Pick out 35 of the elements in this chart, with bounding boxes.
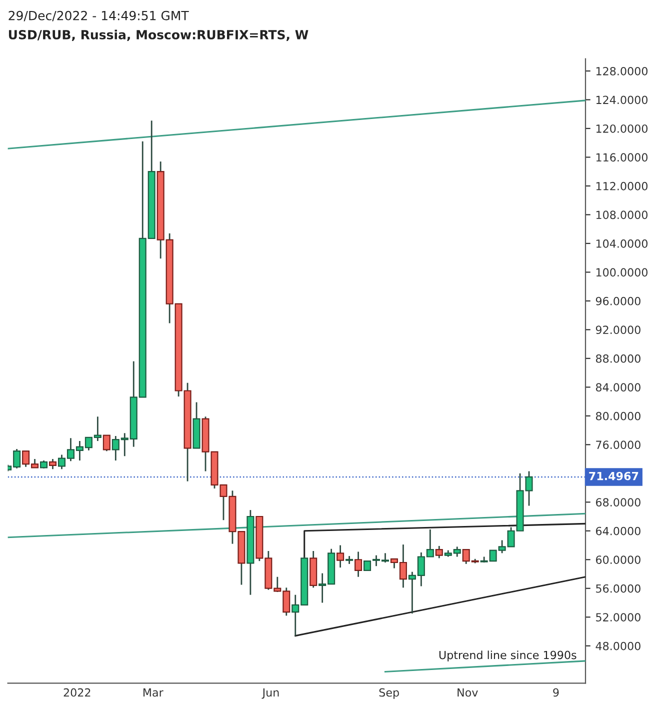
x-tick-label: Nov (458, 688, 478, 697)
candlestick (48, 458, 57, 470)
y-tick-label: 56.0000 (596, 584, 640, 593)
y-tick-label: 76.0000 (596, 440, 640, 450)
x-tick-label: Mar (143, 688, 164, 697)
y-tick-label: 48.0000 (596, 642, 640, 650)
y-tick-label: 104.0000 (596, 239, 648, 248)
annotation: Uptrend line since 1990s (439, 650, 576, 662)
y-tick-label: 92.0000 (596, 326, 640, 334)
chart-subtitle: USD/RUB, Russia, Moscow:RUBFIX=RTS, W (8, 30, 308, 42)
y-tick-label: 52.0000 (596, 613, 640, 622)
y-tick-label: 108.0000 (596, 210, 648, 220)
ref-line-label: 71.4967 (589, 472, 638, 480)
y-tick-label: 128.0000 (596, 66, 648, 76)
candlestick (102, 434, 110, 452)
y-tick-label: 80.0000 (596, 412, 640, 420)
y-tick-label: 100.0000 (596, 268, 648, 277)
y-tick-label: 96.0000 (596, 296, 640, 306)
y-tick-label: 116.0000 (596, 153, 648, 162)
y-tick-label: 68.0000 (596, 498, 640, 507)
y-tick-label: 60.0000 (596, 556, 640, 564)
candlestick (354, 551, 362, 578)
y-tick-label: 112.0000 (596, 182, 648, 190)
x-tick-label: Sep (379, 688, 399, 699)
y-tick-label: 88.0000 (596, 354, 640, 363)
y-tick-label: 124.0000 (596, 96, 648, 104)
x-tick-label: 2022 (64, 688, 90, 697)
candlestick (336, 544, 344, 568)
y-tick-label: 84.0000 (596, 383, 640, 392)
candlestick (435, 545, 443, 559)
x-tick-label: 9 (553, 688, 559, 697)
chart-title: 29/Dec/2022 - 14:49:51 GMT (8, 10, 189, 22)
y-tick-label: 64.0000 (596, 526, 640, 536)
x-tick-label: Jun (262, 688, 279, 699)
y-tick-label: 120.0000 (596, 124, 648, 133)
